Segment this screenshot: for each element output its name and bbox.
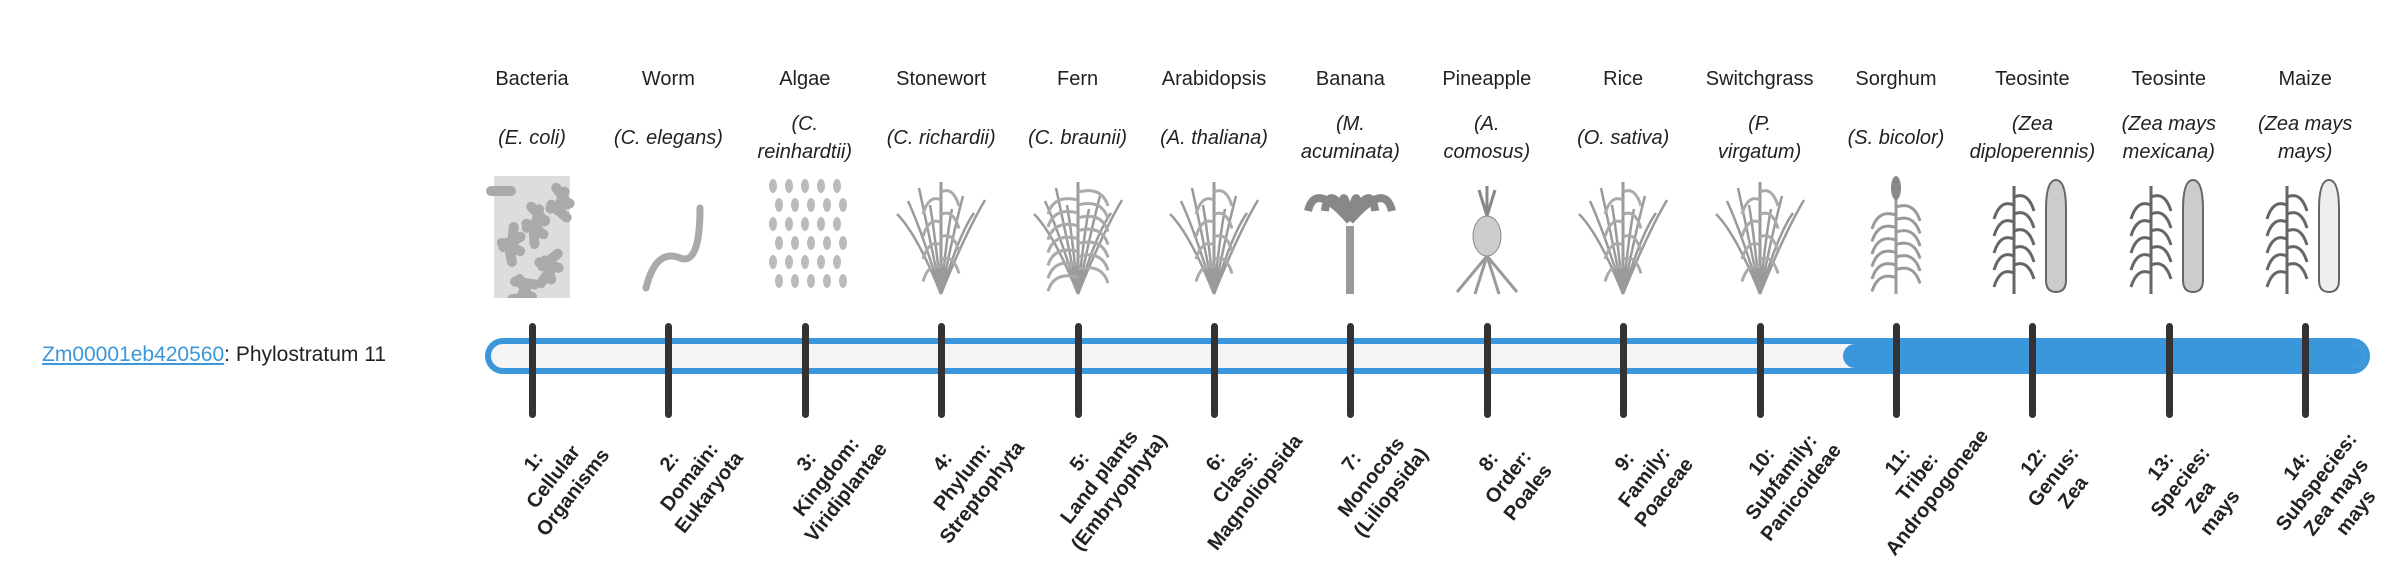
organism-common-name: Banana <box>1315 68 1385 90</box>
bacteria-icon <box>486 176 575 298</box>
stratum-tick <box>1483 323 1491 418</box>
organism-species-name: (C. elegans) <box>594 124 742 152</box>
stratum-label: 11: Tribe: Andropogoneae <box>1839 391 1997 563</box>
organism-species-name: (P. virgatum) <box>1686 110 1834 166</box>
organism-common-name: Fern <box>1057 68 1099 90</box>
species-line: (Zea mays <box>2121 113 2217 135</box>
organism-common-name: Switchgrass <box>1705 68 1814 90</box>
worm-icon <box>642 204 704 292</box>
stratum-label: 2: Domain: Eukaryota <box>612 391 770 563</box>
species-line: (E. coli) <box>498 127 566 149</box>
species-line: comosus) <box>1443 141 1531 163</box>
sorghum-icon <box>1870 176 1922 294</box>
organism-species-name: (A. thaliana) <box>1140 124 1288 152</box>
species-line: (C. braunii) <box>1028 127 1128 149</box>
phylostratum-fill <box>1843 344 2364 368</box>
species-line: virgatum) <box>1717 141 1802 163</box>
organism-species-name: (C. braunii) <box>1004 124 1152 152</box>
species-line: (P. <box>1748 113 1772 135</box>
species-line: (A. thaliana) <box>1160 127 1268 149</box>
stratum-label: 10: Subfamily: Panicoideae <box>1703 391 1861 563</box>
organism-common-name: Sorghum <box>1855 68 1937 90</box>
organism-common-name: Algae <box>779 68 831 90</box>
organism-species-name: (A. comosus) <box>1413 110 1561 166</box>
stratum-label: 1: Cellular Organisms <box>475 391 633 563</box>
stratum-tick <box>801 323 809 418</box>
stratum-tick <box>529 323 536 418</box>
organism-common-name: Pineapple <box>1442 68 1532 90</box>
organism-common-name: Teosinte <box>2131 68 2207 90</box>
organism-species-name: (Zea diploperennis) <box>1958 110 2106 166</box>
stratum-tick <box>1347 323 1355 418</box>
stratum-label: 6: Class: Magnoliopsida <box>1157 391 1315 563</box>
stratum-tick <box>2165 323 2173 418</box>
stratum-label: 7: Monocots (Liliopsida) <box>1294 391 1452 563</box>
stratum-label: 8: Order: Poales <box>1430 391 1588 563</box>
stratum-tick <box>1893 323 1900 418</box>
stratum-label: 12: Genus: Zea <box>1976 391 2134 563</box>
species-line: diploperennis) <box>1969 141 2096 163</box>
organism-common-name: Arabidopsis <box>1161 68 1267 90</box>
switchgrass-icon <box>1714 182 1805 295</box>
species-line: reinhardtii) <box>757 141 853 163</box>
phylostratum-bar <box>485 338 2370 374</box>
species-line: (C. richardii) <box>886 127 996 149</box>
species-line: (Zea <box>2011 113 2053 135</box>
organism-species-name: (C. reinhardtii) <box>731 110 879 166</box>
stratum-tick <box>2302 323 2310 418</box>
stonewort-icon <box>896 182 987 295</box>
gene-id-link[interactable]: Zm00001eb420560 <box>42 343 225 366</box>
organism-species-name: (C. richardii) <box>867 124 1015 152</box>
organism-species-name: (E. coli) <box>458 124 606 152</box>
arabidopsis-icon <box>1169 182 1260 295</box>
organism-common-name: Stonewort <box>896 68 987 90</box>
organism-species-name: (S. bicolor) <box>1822 124 1970 152</box>
species-line: (S. bicolor) <box>1847 127 1945 149</box>
organism-common-name: Rice <box>1603 68 1644 90</box>
stratum-label: 9: Family: Poaceae <box>1566 391 1724 563</box>
species-line: mays) <box>2277 141 2333 163</box>
maize-icon <box>2265 178 2341 294</box>
species-line: (C. elegans) <box>613 127 723 149</box>
stratum-text: Phylostratum 11 <box>235 343 387 366</box>
algae-icon <box>768 179 847 288</box>
organism-common-name: Maize <box>2278 68 2332 90</box>
species-line: mexicana) <box>2122 141 2215 163</box>
organism-species-name: (M. acuminata) <box>1276 110 1424 166</box>
gene-phylostratum-label: Zm00001eb420560: Phylostratum 11 <box>42 343 386 367</box>
stratum-tick <box>2029 323 2037 418</box>
stratum-tick <box>1756 323 1764 418</box>
organism-common-name: Bacteria <box>495 68 569 90</box>
teosinte-icon <box>1992 178 2068 294</box>
stratum-tick <box>938 323 946 418</box>
stratum-tick <box>1211 323 1218 418</box>
pineapple-icon <box>1455 186 1518 295</box>
separator: : <box>224 343 236 366</box>
organism-species-name: (Zea mays mexicana) <box>2095 110 2243 166</box>
stratum-tick <box>1620 323 1628 418</box>
stratum-tick <box>1074 323 1082 418</box>
organism-common-name: Teosinte <box>1995 68 2070 90</box>
organism-common-name: Worm <box>641 68 695 90</box>
rice-icon <box>1578 182 1669 295</box>
organism-species-name: (O. sativa) <box>1549 124 1697 152</box>
species-line: acuminata) <box>1300 141 1400 163</box>
stratum-label: 3: Kingdom: Viridiplantae <box>748 391 906 563</box>
stratum-label: 13: Species: Zea mays <box>2102 396 2279 584</box>
species-line: (C. <box>791 113 819 135</box>
species-line: (M. <box>1335 113 1365 135</box>
stratum-label: 4: Phylum: Streptophyta <box>884 391 1042 563</box>
fern-icon <box>1032 182 1123 295</box>
banana-icon <box>1304 194 1397 294</box>
species-line: (O. sativa) <box>1577 127 1670 149</box>
teosinte-mexicana-icon <box>2129 178 2204 294</box>
species-line: (Zea mays <box>2257 113 2353 135</box>
organism-species-name: (Zea mays mays) <box>2231 110 2379 166</box>
stratum-tick <box>665 323 673 418</box>
species-line: (A. <box>1474 113 1500 135</box>
stratum-label: 5: Land plants (Embryophyta) <box>1021 391 1179 563</box>
stratum-label: 14: Subspecies: Zea mays mays <box>2239 396 2400 584</box>
